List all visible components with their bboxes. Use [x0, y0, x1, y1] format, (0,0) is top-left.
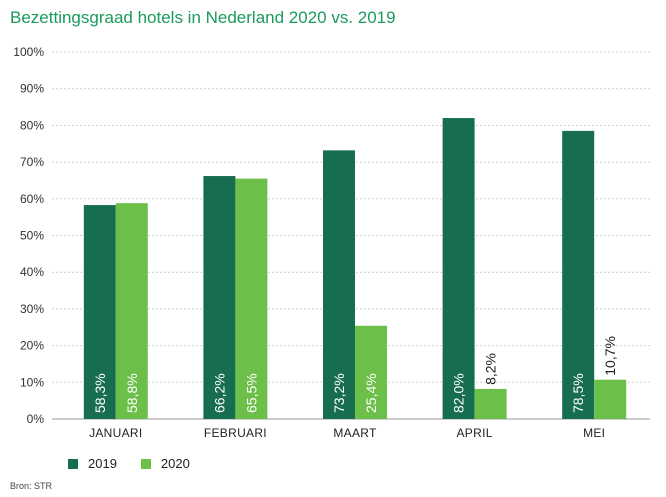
legend-label-2020: 2020 — [160, 456, 190, 471]
x-category-label: FEBRUARI — [204, 426, 267, 440]
y-tick-label: 80% — [20, 118, 44, 132]
data-labels: 58,3% 58,8% 66,2% 65,5% 73,2% 25,4% 82,0% 8,2% 7… — [92, 336, 618, 413]
bar-2019-mei — [562, 130, 595, 419]
data-label: 8,2% — [483, 353, 499, 385]
legend-swatch-2019 — [68, 458, 78, 469]
data-label: 58,3% — [92, 373, 108, 413]
data-label: 82,0% — [451, 373, 467, 413]
data-label: 58,8% — [124, 373, 140, 413]
y-tick-label: 60% — [20, 192, 44, 206]
y-tick-label: 0% — [27, 412, 45, 426]
x-category-label: MAART — [333, 426, 377, 440]
x-category-label: JANUARI — [89, 426, 142, 440]
bar-2019-maart — [323, 150, 355, 419]
bars — [83, 118, 627, 419]
source-note: Bron: STR — [10, 481, 53, 491]
data-label: 73,2% — [331, 373, 347, 413]
y-tick-label: 90% — [20, 82, 44, 96]
data-label: 78,5% — [570, 373, 586, 413]
legend-item-2019: 2019 — [68, 456, 117, 471]
y-tick-label: 100% — [13, 45, 44, 59]
x-axis-categories: JANUARI FEBRUARI MAART APRIL MEI — [89, 426, 605, 440]
bar-2019-januari — [83, 205, 116, 419]
y-tick-label: 20% — [20, 339, 44, 353]
data-label: 10,7% — [602, 336, 618, 376]
bar-2020-februari — [235, 178, 268, 419]
x-category-label: APRIL — [457, 426, 493, 440]
bar-2020-mei — [594, 379, 627, 419]
legend-item-2020: 2020 — [140, 456, 190, 471]
bar-2020-maart — [355, 325, 387, 419]
bar-2019-april — [442, 118, 475, 419]
legend: 2019 2020 — [68, 456, 206, 471]
data-label: 66,2% — [211, 373, 227, 413]
bar-2020-april — [474, 388, 507, 419]
y-tick-label: 30% — [20, 302, 44, 316]
data-label: 25,4% — [363, 373, 379, 413]
y-axis-ticks: 0% 10% 20% 30% 40% 50% 60% 70% 80% 90% 100% — [13, 45, 44, 426]
x-category-label: MEI — [583, 426, 605, 440]
chart-title: Bezettingsgraad hotels in Nederland 2020… — [10, 8, 396, 27]
y-tick-label: 40% — [20, 265, 44, 279]
y-tick-label: 10% — [20, 375, 44, 389]
bar-2020-januari — [115, 203, 148, 419]
y-tick-label: 50% — [20, 229, 44, 243]
bar-2019-februari — [203, 176, 236, 419]
y-tick-label: 70% — [20, 155, 44, 169]
legend-label-2019: 2019 — [88, 456, 117, 471]
legend-swatch-2020 — [140, 458, 151, 469]
data-label: 65,5% — [243, 373, 259, 413]
